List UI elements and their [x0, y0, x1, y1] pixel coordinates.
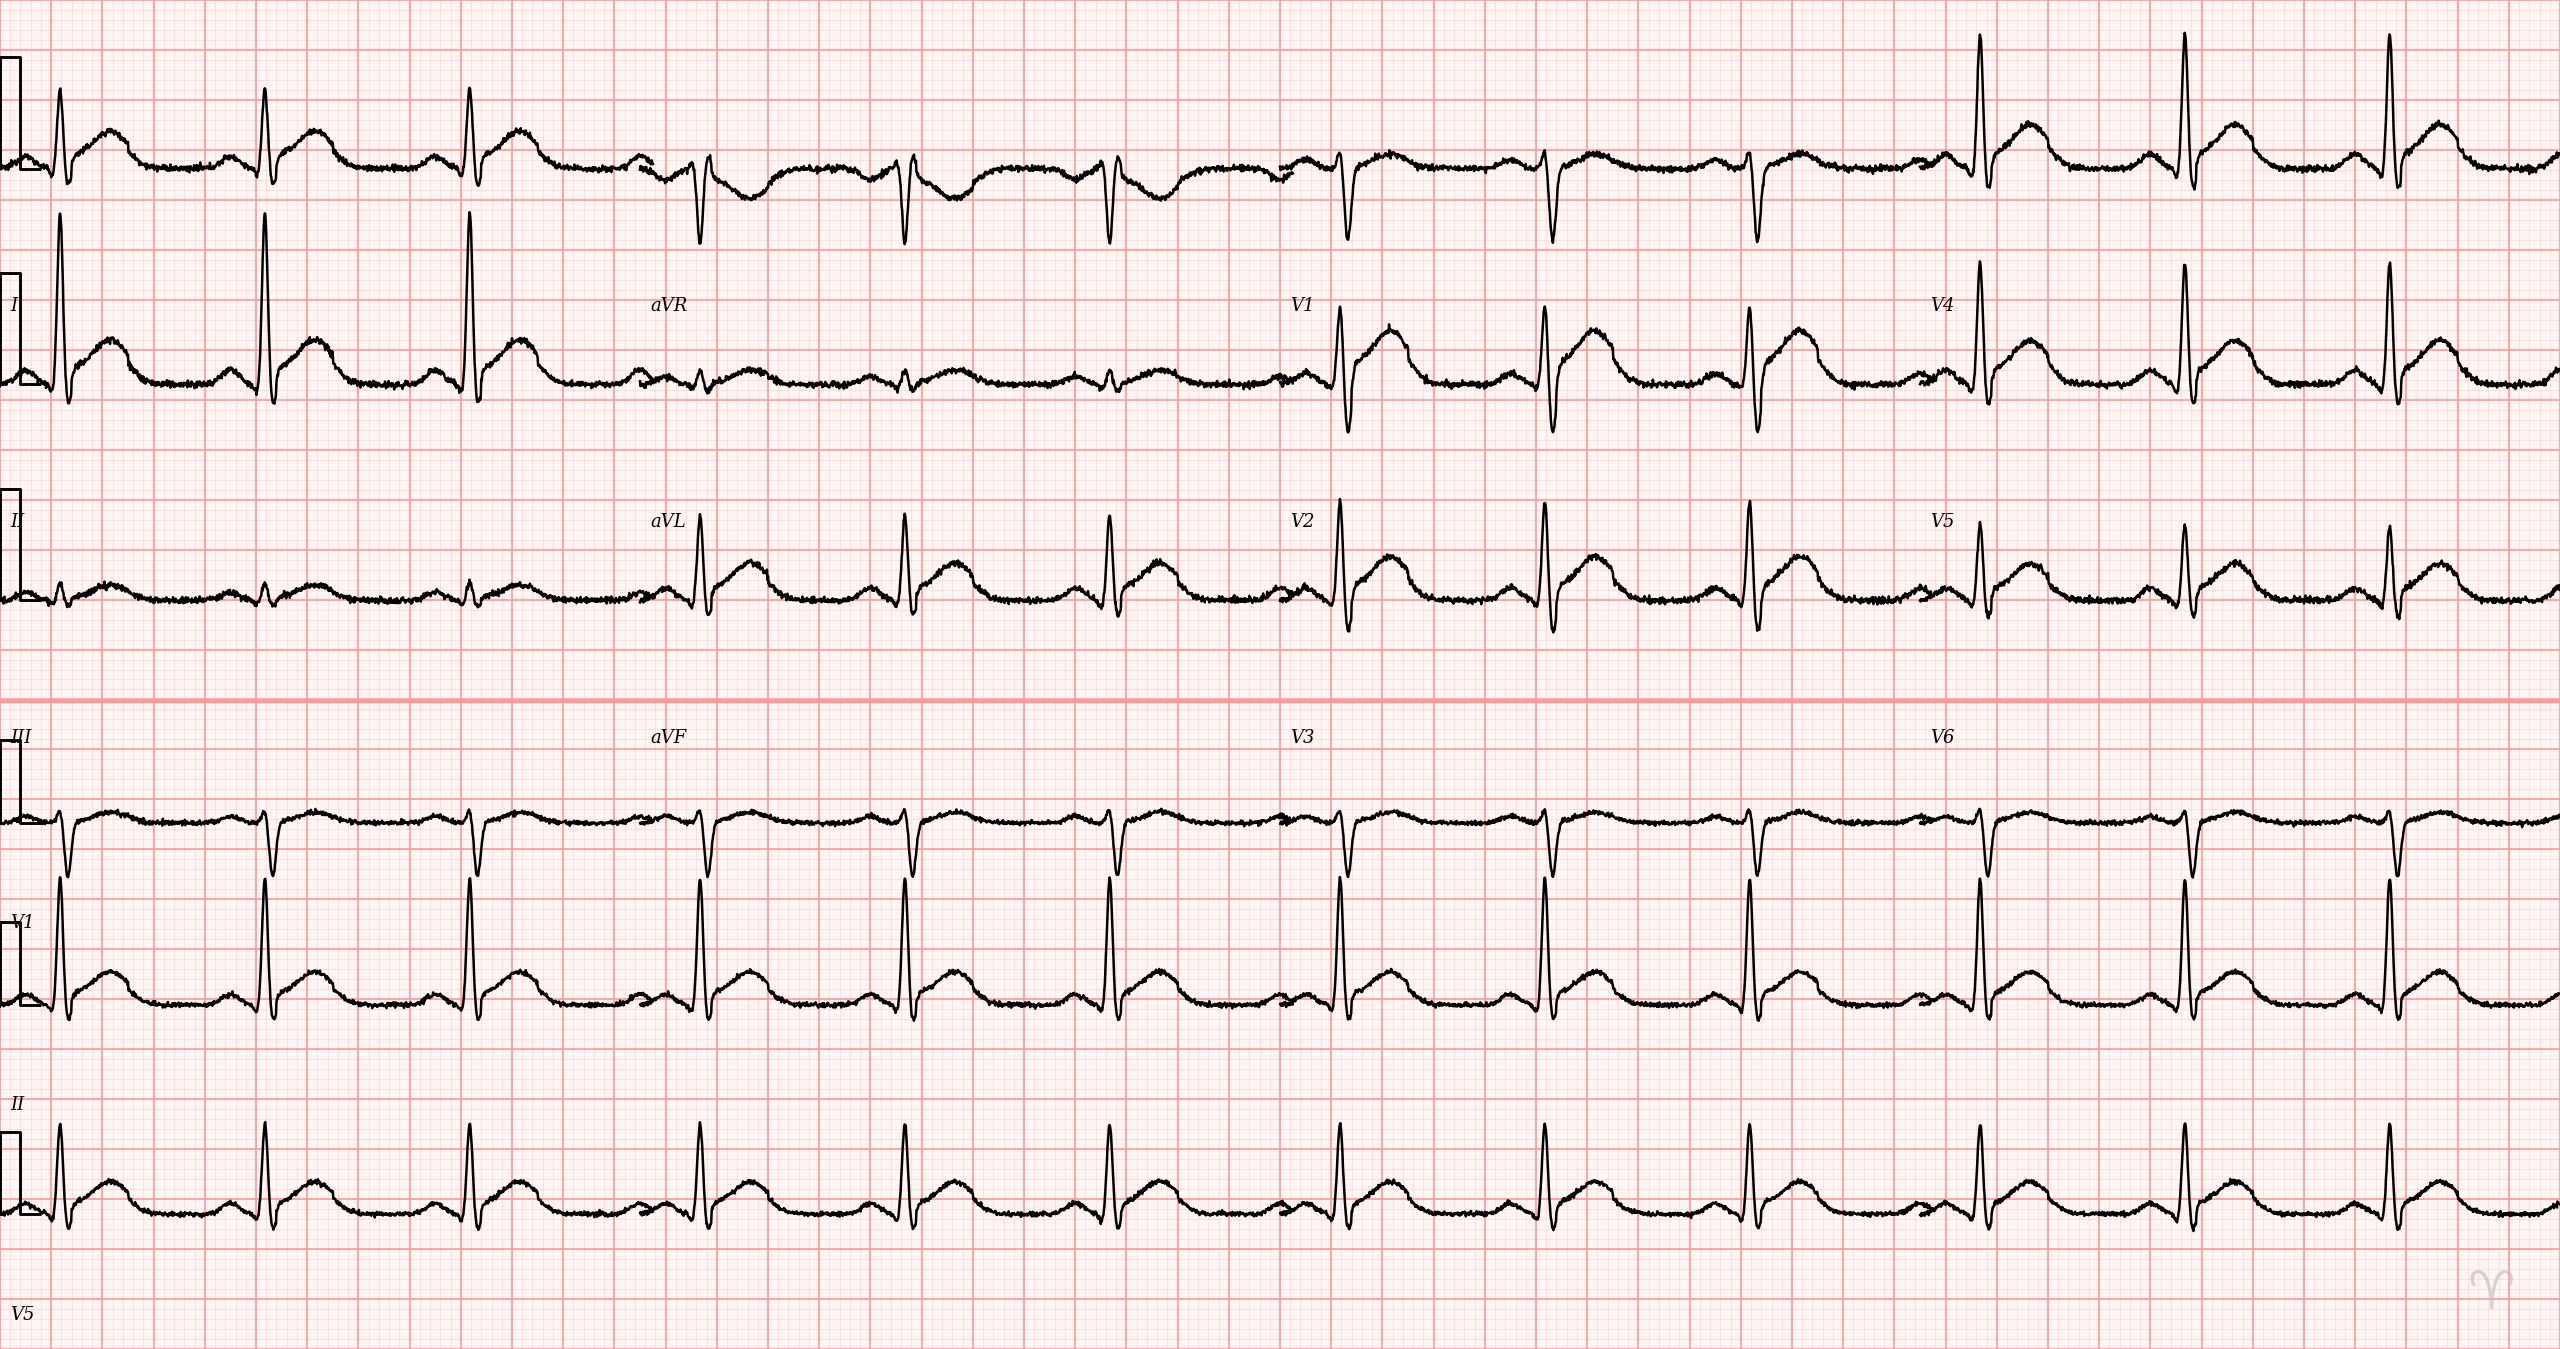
Text: V5: V5 [10, 1306, 36, 1323]
Text: III: III [10, 728, 31, 747]
Text: V2: V2 [1290, 513, 1316, 532]
Text: aVL: aVL [650, 513, 686, 532]
Text: II: II [10, 1097, 26, 1114]
Text: V3: V3 [1290, 728, 1316, 747]
Text: II: II [10, 513, 26, 532]
Text: I: I [10, 297, 18, 316]
Text: aVF: aVF [650, 728, 686, 747]
Text: ♈: ♈ [2468, 1267, 2514, 1319]
Text: V6: V6 [1930, 728, 1956, 747]
Text: V5: V5 [1930, 513, 1956, 532]
Text: V1: V1 [1290, 297, 1316, 316]
Text: V1: V1 [10, 915, 36, 932]
Text: V4: V4 [1930, 297, 1956, 316]
Text: aVR: aVR [650, 297, 689, 316]
